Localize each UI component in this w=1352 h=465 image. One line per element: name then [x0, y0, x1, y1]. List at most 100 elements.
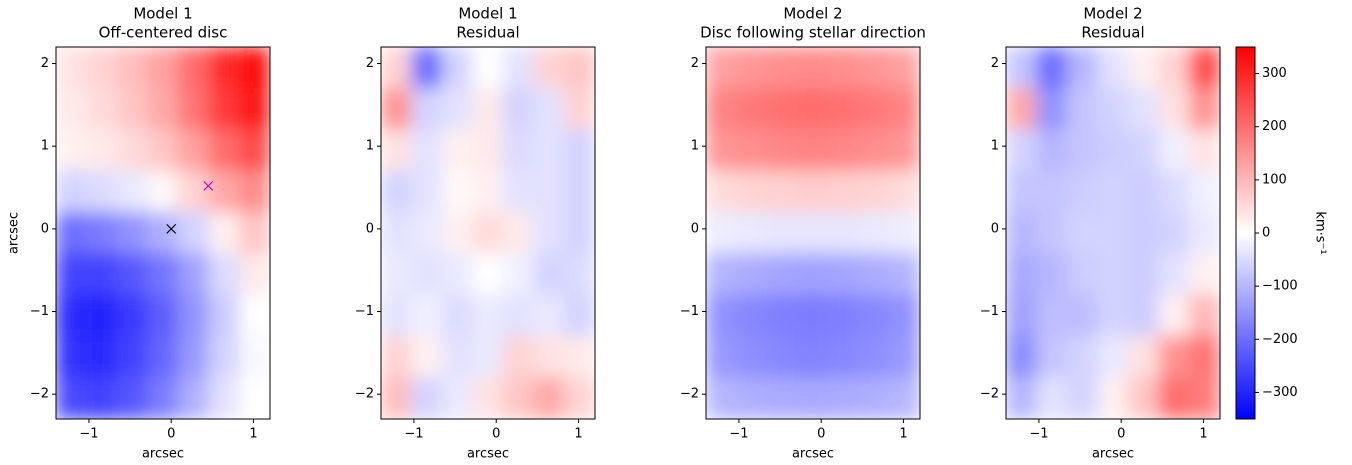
cell: [147, 129, 179, 172]
cell: [1188, 129, 1220, 172]
colorbar-tick-label: 300: [1262, 66, 1287, 81]
x-tick-label: −1: [729, 427, 748, 442]
cell: [147, 47, 179, 89]
cell: [1127, 211, 1160, 255]
cell: [86, 294, 118, 337]
cell: [177, 335, 210, 379]
cells: [1006, 47, 1220, 419]
cell: [1006, 87, 1038, 131]
cell: [381, 335, 413, 379]
colorbar-tick-label: −200: [1262, 332, 1298, 347]
cell: [441, 87, 474, 131]
cell: [533, 377, 565, 419]
cell: [1188, 377, 1220, 419]
panel-title: Residual: [1081, 24, 1144, 42]
cell: [888, 335, 920, 379]
cell: [177, 47, 210, 89]
x-tick-label: 1: [899, 427, 907, 442]
cell: [1158, 294, 1190, 337]
cell: [441, 294, 474, 337]
frame: [1005, 46, 1221, 420]
cell: [238, 253, 270, 296]
heatmap: [56, 47, 270, 419]
cell: [888, 377, 920, 419]
cell: [441, 211, 474, 255]
cell: [797, 377, 829, 419]
cell: [1066, 129, 1099, 172]
cells: [56, 47, 270, 419]
cell: [563, 129, 595, 172]
cell: [1006, 294, 1038, 337]
cell: [1188, 253, 1220, 296]
cell: [858, 294, 890, 337]
y-tick-label: −2: [680, 387, 699, 402]
x-axis-label: arcsec: [142, 447, 184, 462]
cell: [1158, 129, 1190, 172]
cell: [766, 87, 799, 131]
cell: [411, 294, 443, 337]
cell: [238, 129, 270, 172]
cell: [797, 294, 829, 337]
panel-title: Model 1: [458, 5, 517, 23]
cell: [147, 87, 179, 131]
cell: [706, 170, 738, 213]
cell: [797, 335, 829, 379]
cell: [86, 335, 118, 379]
cell: [1006, 377, 1038, 419]
heatmap: [706, 47, 920, 419]
frame: [55, 46, 271, 420]
colorbar-tick-label: 0: [1262, 226, 1270, 241]
cell: [472, 87, 504, 131]
marker: [203, 180, 214, 191]
cell: [1036, 170, 1068, 213]
cell: [1066, 47, 1099, 89]
cell: [381, 87, 413, 131]
y-tick-label: 1: [366, 139, 374, 154]
cell: [238, 294, 270, 337]
cell: [563, 294, 595, 337]
cell: [736, 335, 768, 379]
cell: [472, 129, 504, 172]
colorbar-tick-label: 200: [1262, 119, 1287, 134]
panel-title: Model 1: [133, 5, 192, 23]
cell: [858, 211, 890, 255]
cell: [706, 253, 738, 296]
cell: [208, 294, 240, 337]
frame: [380, 46, 596, 420]
y-tick-label: 0: [991, 221, 999, 236]
cell: [1188, 47, 1220, 89]
cell: [766, 377, 799, 419]
cell: [86, 170, 118, 213]
cell: [381, 294, 413, 337]
cell: [533, 47, 565, 89]
cell: [766, 129, 799, 172]
cell: [706, 377, 738, 419]
cell: [116, 170, 149, 213]
cell: [533, 335, 565, 379]
y-tick-label: −1: [355, 304, 374, 319]
cell: [736, 129, 768, 172]
cell: [1006, 211, 1038, 255]
cell: [563, 47, 595, 89]
cell: [86, 253, 118, 296]
cell: [797, 47, 829, 89]
cell: [736, 87, 768, 131]
cell: [797, 170, 829, 213]
cell: [56, 47, 88, 89]
cell: [411, 335, 443, 379]
cell: [706, 129, 738, 172]
cell: [441, 129, 474, 172]
cell: [1097, 335, 1129, 379]
cell: [116, 294, 149, 337]
x-tick-label: 0: [492, 427, 500, 442]
cell: [858, 47, 890, 89]
cell: [1097, 211, 1129, 255]
cell: [1006, 335, 1038, 379]
cell: [533, 87, 565, 131]
cell: [1066, 377, 1099, 419]
cell: [147, 335, 179, 379]
colorbar-label: km·s⁻¹: [1313, 211, 1328, 254]
cell: [441, 170, 474, 213]
cell: [563, 87, 595, 131]
cell: [736, 253, 768, 296]
